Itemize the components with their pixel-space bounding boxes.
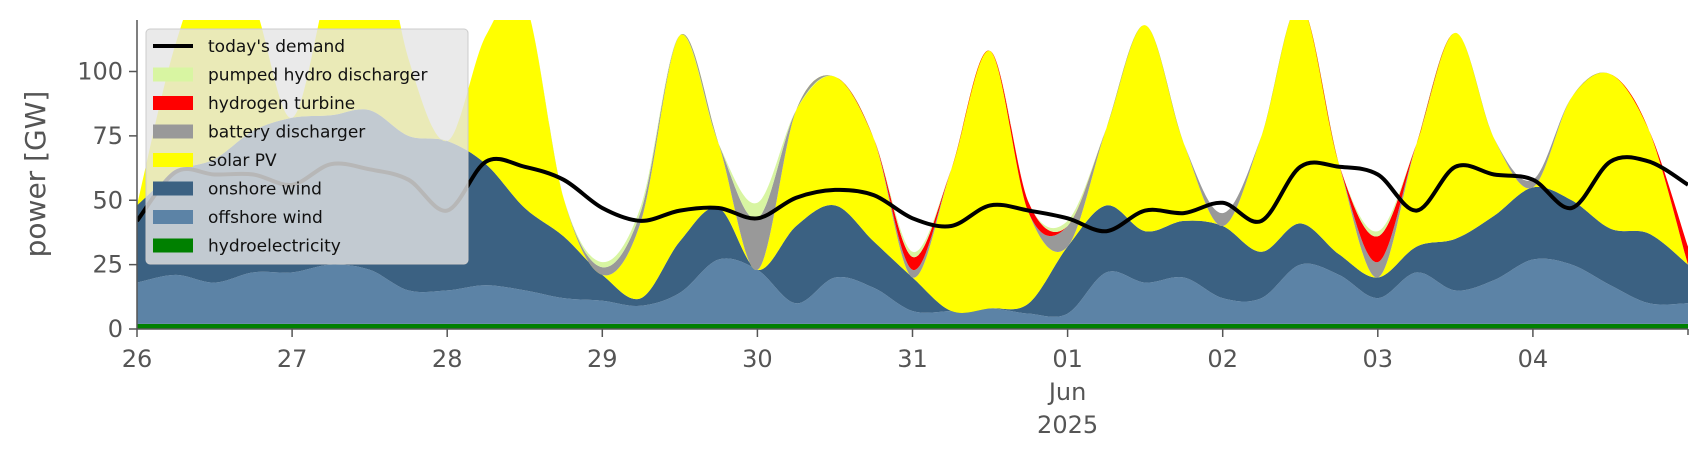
x-tick-label: 03: [1363, 345, 1394, 373]
y-tick-label: 100: [77, 58, 123, 86]
legend-swatch: [153, 210, 193, 224]
x-tick-label: 30: [742, 345, 773, 373]
legend-label: hydroelectricity: [208, 237, 341, 257]
legend-label: battery discharger: [208, 123, 365, 143]
legend-swatch: [153, 124, 193, 139]
legend: today's demand pumped hydro discharger hyd…: [145, 28, 469, 265]
x-tick-month-label: Jun: [1047, 378, 1087, 406]
x-tick-label: 04: [1518, 345, 1549, 373]
x-ticks: 26 27 28 29 30 31 01 Jun 2025 02 03 04: [122, 329, 1689, 439]
x-tick-year-label: 2025: [1037, 411, 1098, 439]
x-tick-label: 29: [587, 345, 618, 373]
x-tick-label: 26: [122, 345, 153, 373]
y-tick-label: 25: [92, 251, 123, 279]
legend-label: offshore wind: [208, 208, 323, 228]
y-ticks: 0 25 50 75 100: [77, 58, 137, 343]
x-tick-label: 27: [277, 345, 308, 373]
legend-label: today's demand: [208, 37, 345, 57]
stacked-areas: [137, 20, 1688, 329]
legend-frame: [145, 28, 469, 265]
y-tick-label: 75: [92, 122, 123, 150]
area-offshore-wind: [137, 258, 1688, 324]
legend-label: solar PV: [208, 151, 277, 171]
legend-swatch: [153, 67, 193, 82]
y-tick-label: 50: [92, 186, 123, 214]
area-onshore-wind: [137, 109, 1688, 317]
y-tick-label: 0: [108, 315, 123, 343]
x-tick-label: 01: [1052, 345, 1083, 373]
legend-swatch: [153, 153, 193, 167]
legend-label: hydrogen turbine: [208, 94, 355, 114]
legend-swatch: [153, 181, 193, 196]
x-tick-label: 02: [1207, 345, 1238, 373]
area-solar-pv: [137, 20, 1688, 313]
x-tick-label: 28: [432, 345, 463, 373]
legend-swatch: [153, 96, 193, 110]
legend-swatch: [153, 238, 193, 253]
y-axis-label: power [GW]: [19, 91, 52, 258]
x-tick-label: 31: [897, 345, 928, 373]
legend-label: pumped hydro discharger: [208, 66, 427, 86]
area-hydroelectricity: [137, 323, 1688, 329]
legend-label: onshore wind: [208, 180, 322, 200]
